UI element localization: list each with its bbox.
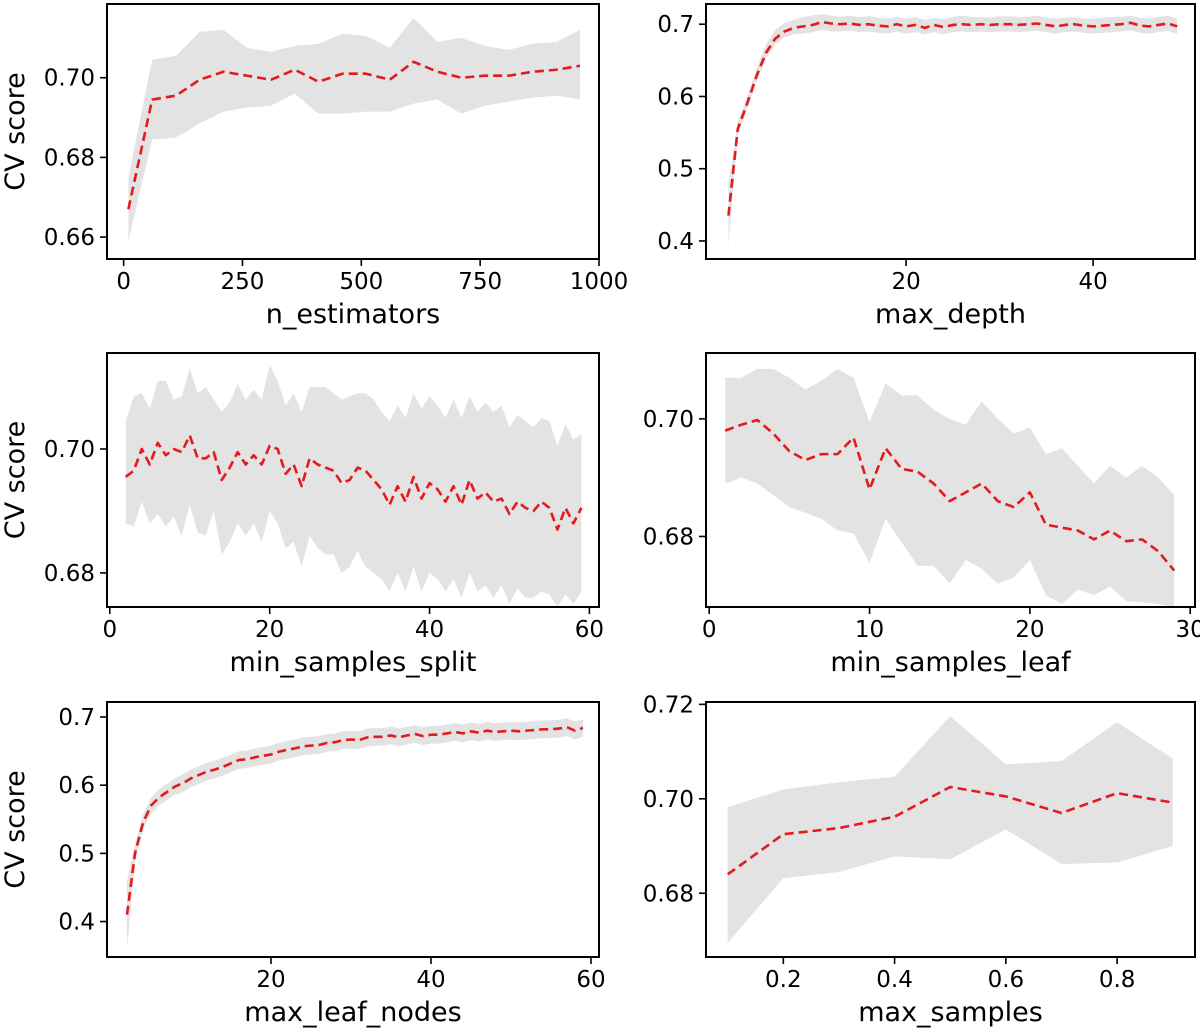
x-tick-label: 250: [221, 269, 265, 295]
panel-6: 0.2 0.4 0.6 0.8 0.68 0.70 0.72 max_samples: [643, 692, 1196, 1028]
x-axis-label: max_depth: [875, 299, 1026, 330]
x-tick-label: 30: [1176, 617, 1200, 643]
panel-2: 20 40 0.4 0.5 0.6 0.7 max_depth: [657, 3, 1196, 330]
y-axis-label: CV score: [0, 421, 31, 539]
panel-1: 0 250 500 750 1000 0.66 0.68 0.70 n_estimators CV…: [0, 3, 629, 330]
x-tick-label: 0: [116, 269, 131, 295]
y-tick-label: 0.70: [643, 407, 694, 433]
y-tick-label: 0.68: [643, 524, 694, 550]
std-band: [727, 716, 1173, 943]
y-tick-label: 0.68: [44, 561, 95, 587]
x-tick-label: 40: [1078, 269, 1107, 295]
y-tick-label: 0.70: [44, 437, 95, 463]
x-tick-label: 0.8: [1099, 967, 1136, 993]
axes-frame: [705, 352, 1196, 608]
x-tick-label: 0.4: [876, 967, 913, 993]
x-tick-label: 1000: [570, 269, 629, 295]
y-tick-label: 0.70: [643, 787, 694, 813]
axes-frame: [705, 3, 1196, 260]
x-tick-label: 10: [855, 617, 884, 643]
y-tick-label: 0.4: [58, 910, 95, 936]
y-tick-label: 0.70: [44, 66, 95, 92]
x-tick-label: 0: [102, 617, 117, 643]
std-band: [128, 17, 580, 242]
mean-cv-line: [124, 434, 583, 531]
x-axis-label: max_leaf_nodes: [244, 997, 461, 1028]
x-tick-label: 0.2: [765, 967, 802, 993]
x-tick-label: 40: [416, 967, 445, 993]
x-tick-label: 750: [458, 269, 502, 295]
x-tick-label: 20: [891, 269, 920, 295]
y-tick-label: 0.5: [58, 841, 95, 867]
x-axis-label: max_samples: [858, 997, 1043, 1028]
panel-5: 20 40 60 0.4 0.5 0.6 0.7 max_leaf_nodes CV score: [0, 701, 606, 1028]
y-tick-label: 0.72: [643, 692, 694, 718]
x-tick-label: 20: [255, 617, 284, 643]
x-tick-label: 20: [1015, 617, 1044, 643]
panel-4: 0 10 20 30 0.68 0.70 min_samples_leaf: [643, 352, 1200, 678]
x-tick-label: 20: [256, 967, 285, 993]
mean-cv-line: [724, 418, 1176, 572]
x-axis-label: n_estimators: [266, 299, 441, 330]
x-axis-label: min_samples_split: [230, 647, 477, 678]
x-tick-label: 0: [702, 617, 717, 643]
mean-cv-line: [125, 725, 584, 915]
axes-frame: [106, 3, 600, 260]
std-band: [127, 718, 583, 949]
x-tick-label: 60: [575, 617, 604, 643]
axes-frame: [106, 701, 600, 958]
x-tick-label: 40: [415, 617, 444, 643]
panel-3: 0 20 40 60 0.68 0.70 min_samples_split CV score: [0, 352, 604, 678]
y-tick-label: 0.66: [44, 225, 95, 251]
x-tick-label: 500: [339, 269, 383, 295]
axes-frame: [106, 352, 600, 608]
x-axis-label: min_samples_leaf: [830, 647, 1072, 678]
y-tick-label: 0.68: [44, 145, 95, 171]
mean-cv-line: [726, 785, 1173, 876]
y-axis-label: CV score: [0, 770, 31, 888]
y-axis-label: CV score: [0, 72, 31, 190]
y-tick-label: 0.6: [657, 84, 694, 110]
mean-cv-line: [127, 60, 581, 210]
std-band: [125, 365, 582, 607]
y-tick-label: 0.68: [643, 881, 694, 907]
std-band: [725, 368, 1175, 607]
y-tick-label: 0.5: [657, 157, 694, 183]
y-tick-label: 0.6: [58, 773, 95, 799]
x-tick-label: 0.6: [988, 967, 1025, 993]
std-band: [728, 14, 1178, 246]
x-tick-label: 60: [576, 967, 605, 993]
mean-cv-line: [727, 20, 1178, 216]
y-tick-label: 0.7: [58, 705, 95, 731]
y-tick-label: 0.7: [657, 12, 694, 38]
y-tick-label: 0.4: [657, 229, 694, 255]
axes-frame: [705, 701, 1196, 958]
